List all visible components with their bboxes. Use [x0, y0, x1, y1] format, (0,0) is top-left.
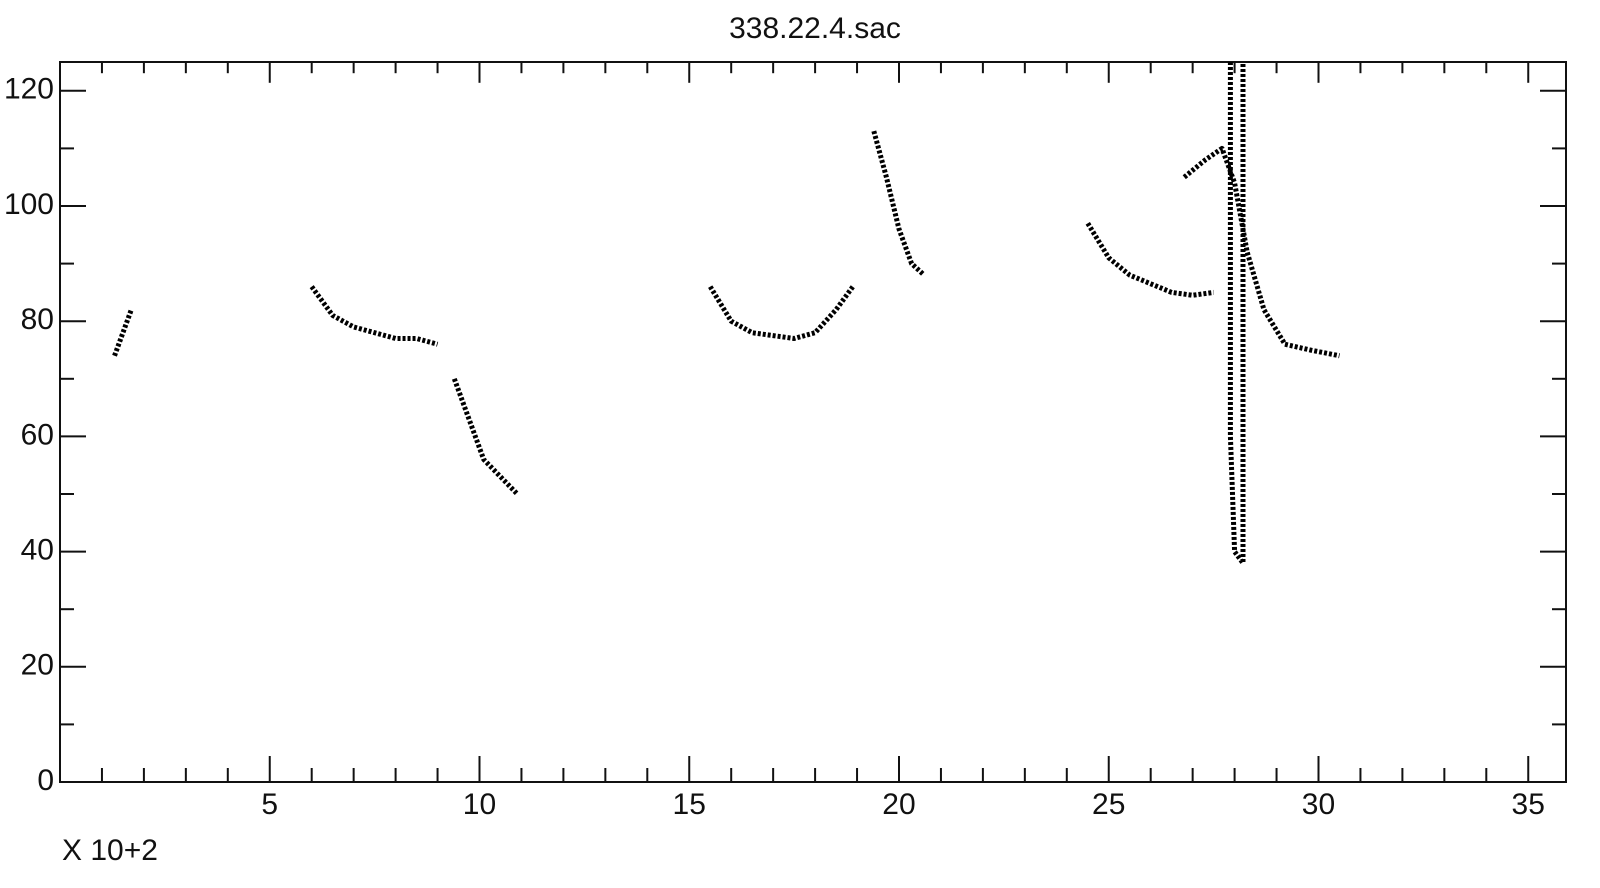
x-tick-label: 25 — [1092, 788, 1125, 821]
y-tick-label: 20 — [21, 649, 54, 682]
y-tick-label: 100 — [4, 188, 54, 221]
y-tick-label: 120 — [4, 73, 54, 106]
contour-trace — [1227, 62, 1246, 566]
y-tick-label: 60 — [21, 418, 54, 451]
chart-title: 338.22.4.sac — [729, 12, 901, 45]
x-tick-label: 10 — [463, 788, 496, 821]
plot-frame — [59, 61, 1567, 783]
x-tick-label: 20 — [882, 788, 915, 821]
x-tick-label: 30 — [1302, 788, 1335, 821]
contour-trace — [112, 308, 134, 357]
x-tick-label: 35 — [1512, 788, 1545, 821]
y-tick-label: 80 — [21, 303, 54, 336]
contour-trace — [871, 130, 926, 277]
contour-trace — [1085, 221, 1214, 298]
y-tick-label: 0 — [37, 764, 54, 797]
x-axis-multiplier: X 10+2 — [62, 834, 158, 867]
contour-trace — [309, 285, 439, 347]
y-tick-label: 40 — [21, 534, 54, 567]
contour-trace — [708, 285, 855, 341]
x-tick-label: 5 — [261, 788, 278, 821]
x-tick-label: 15 — [673, 788, 706, 821]
contour-trace — [451, 377, 520, 496]
contour-trace — [1182, 145, 1340, 359]
